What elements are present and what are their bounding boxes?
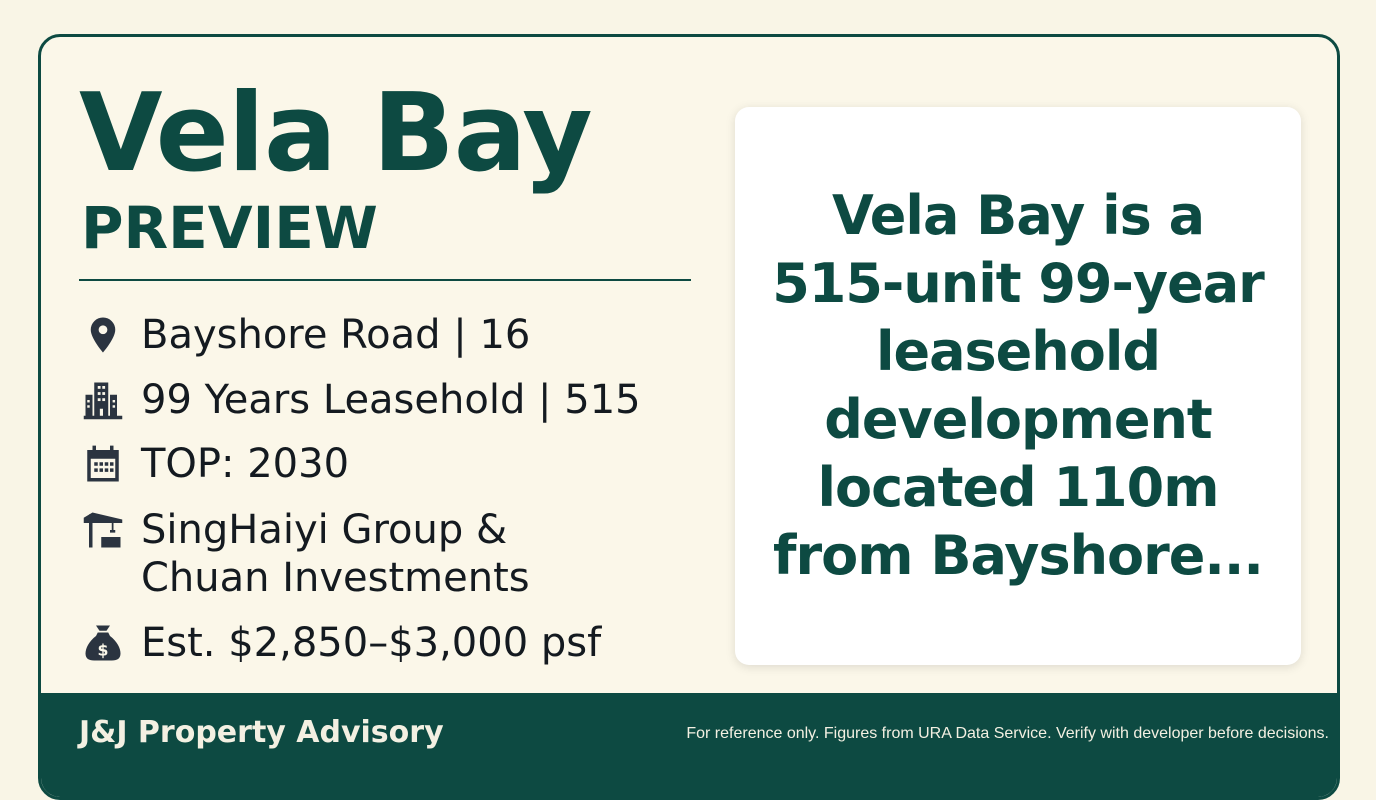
summary-text: Vela Bay is a 515-unit 99-year leasehold… [772,184,1265,587]
detail-location: Bayshore Road | 16 [79,311,530,359]
detail-developer: SingHaiyi Group & Chuan Investments [79,506,639,602]
detail-price: $ Est. $2,850–$3,000 psf [79,619,601,667]
detail-top: TOP: 2030 [79,440,349,488]
money-bag-icon: $ [79,619,127,667]
property-card: Vela Bay PREVIEW Bayshore Road | 16 99 Y… [38,34,1340,800]
detail-text: SingHaiyi Group & Chuan Investments [141,507,530,601]
detail-text: Est. $2,850–$3,000 psf [141,620,602,666]
page-subtitle: PREVIEW [81,194,378,262]
detail-text: 99 Years Leasehold | 515 [141,377,641,423]
map-pin-icon [79,311,127,359]
detail-tenure: 99 Years Leasehold | 515 [79,376,641,424]
brand-name: J&J Property Advisory [79,715,444,750]
calendar-icon [79,440,127,488]
building-icon [79,376,127,424]
page-title: Vela Bay [79,71,593,196]
crane-icon [79,506,127,554]
detail-text: TOP: 2030 [141,441,350,487]
disclaimer: For reference only. Figures from URA Dat… [686,725,1329,742]
svg-text:$: $ [98,640,109,659]
detail-text: Bayshore Road | 16 [141,312,531,358]
divider [79,279,691,281]
summary-panel: Vela Bay is a 515-unit 99-year leasehold… [735,107,1301,665]
footer: J&J Property Advisory For reference only… [41,693,1337,797]
